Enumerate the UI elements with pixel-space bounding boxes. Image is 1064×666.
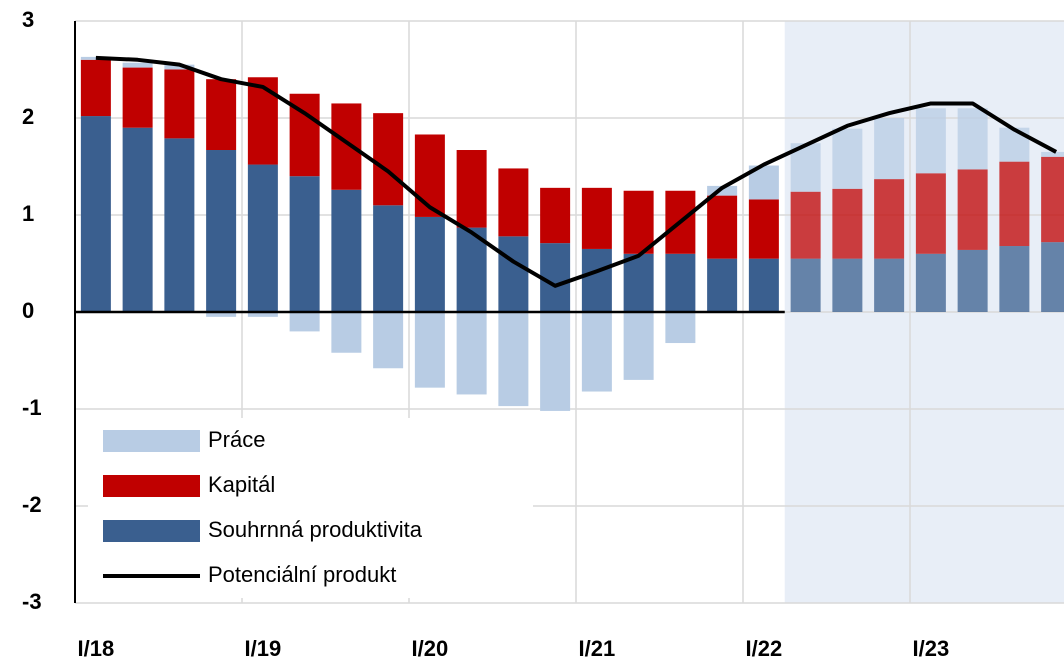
bar-segment (206, 312, 237, 317)
bar-segment (874, 258, 905, 312)
bar-segment (414, 134, 445, 217)
legend-swatch (103, 430, 200, 452)
y-tick-label: -2 (22, 492, 42, 517)
x-tick-label: I/20 (412, 636, 449, 661)
bar-segment (957, 249, 988, 312)
bar-segment (623, 253, 654, 312)
bar-segment (874, 179, 905, 259)
bar-segment (414, 312, 445, 388)
bar-segment (790, 191, 821, 259)
bar-segment (498, 312, 529, 407)
bar-segment (289, 176, 320, 312)
bar-segment (957, 108, 988, 170)
legend-label: Souhrnná produktivita (208, 517, 423, 542)
bar-segment (623, 312, 654, 380)
bar-segment (540, 243, 571, 312)
bar-segment (289, 312, 320, 332)
bar-segment (1041, 156, 1064, 243)
legend-swatch (103, 475, 200, 497)
bar-segment (623, 190, 654, 254)
legend-label: Kapitál (208, 472, 275, 497)
bar-segment (832, 128, 863, 189)
bar-segment (247, 164, 278, 312)
bar-segment (122, 127, 153, 312)
bar-segment (581, 312, 612, 392)
y-tick-label: -1 (22, 395, 42, 420)
bar-segment (456, 312, 487, 395)
bar-segment (80, 116, 111, 312)
bar-segment (456, 150, 487, 228)
bar-segment (164, 69, 195, 139)
bar-segment (832, 188, 863, 259)
bar-segment (999, 161, 1030, 247)
legend-swatch (103, 520, 200, 542)
bar-segment (581, 248, 612, 312)
x-tick-label: I/18 (78, 636, 115, 661)
bar-segment (540, 312, 571, 411)
bar-segment (122, 62, 153, 68)
bar-segment (373, 205, 404, 312)
bar-segment (80, 59, 111, 117)
bar-segment (331, 103, 362, 190)
bar-segment (748, 199, 779, 259)
bar-segment (999, 127, 1030, 162)
bar-segment (122, 67, 153, 128)
bar-segment (790, 258, 821, 312)
x-tick-label: I/23 (913, 636, 950, 661)
bar-segment (247, 312, 278, 317)
bar-segment (874, 118, 905, 180)
bar-segment (206, 150, 237, 312)
y-tick-label: 1 (22, 201, 34, 226)
bar-segment (414, 216, 445, 312)
y-tick-label: -3 (22, 589, 42, 614)
bar-segment (498, 236, 529, 312)
bar-segment (331, 312, 362, 353)
bar-segment (373, 113, 404, 206)
bar-segment (498, 168, 529, 237)
bar-segment (331, 189, 362, 312)
bar-segment (915, 108, 946, 174)
x-tick-label: I/19 (245, 636, 282, 661)
bar-segment (164, 138, 195, 312)
bar-segment (707, 258, 738, 312)
bar-segment (1041, 242, 1064, 312)
bar-segment (665, 253, 696, 312)
bar-segment (581, 187, 612, 249)
bar-segment (915, 253, 946, 312)
legend-label: Práce (208, 427, 265, 452)
legend-label: Potenciální produkt (208, 562, 396, 587)
bar-segment (832, 258, 863, 312)
plot-area (74, 20, 1064, 604)
y-tick-label: 0 (22, 298, 34, 323)
bar-segment (957, 169, 988, 250)
bar-segment (707, 195, 738, 259)
bar-segment (707, 185, 738, 196)
bar-segment (206, 79, 237, 151)
bar-segment (540, 187, 571, 244)
bar-segment (748, 258, 779, 312)
bar-segment (999, 246, 1030, 312)
y-tick-label: 3 (22, 7, 34, 32)
bar-segment (373, 312, 404, 369)
bar-segment (247, 77, 278, 165)
bar-segment (665, 312, 696, 344)
line-series (95, 55, 1058, 288)
bar-segment (1041, 151, 1064, 157)
x-tick-label: I/22 (746, 636, 783, 661)
x-tick-label: I/21 (579, 636, 616, 661)
bar-segment (915, 173, 946, 254)
bar-segment (164, 64, 195, 70)
y-tick-label: 2 (22, 104, 34, 129)
